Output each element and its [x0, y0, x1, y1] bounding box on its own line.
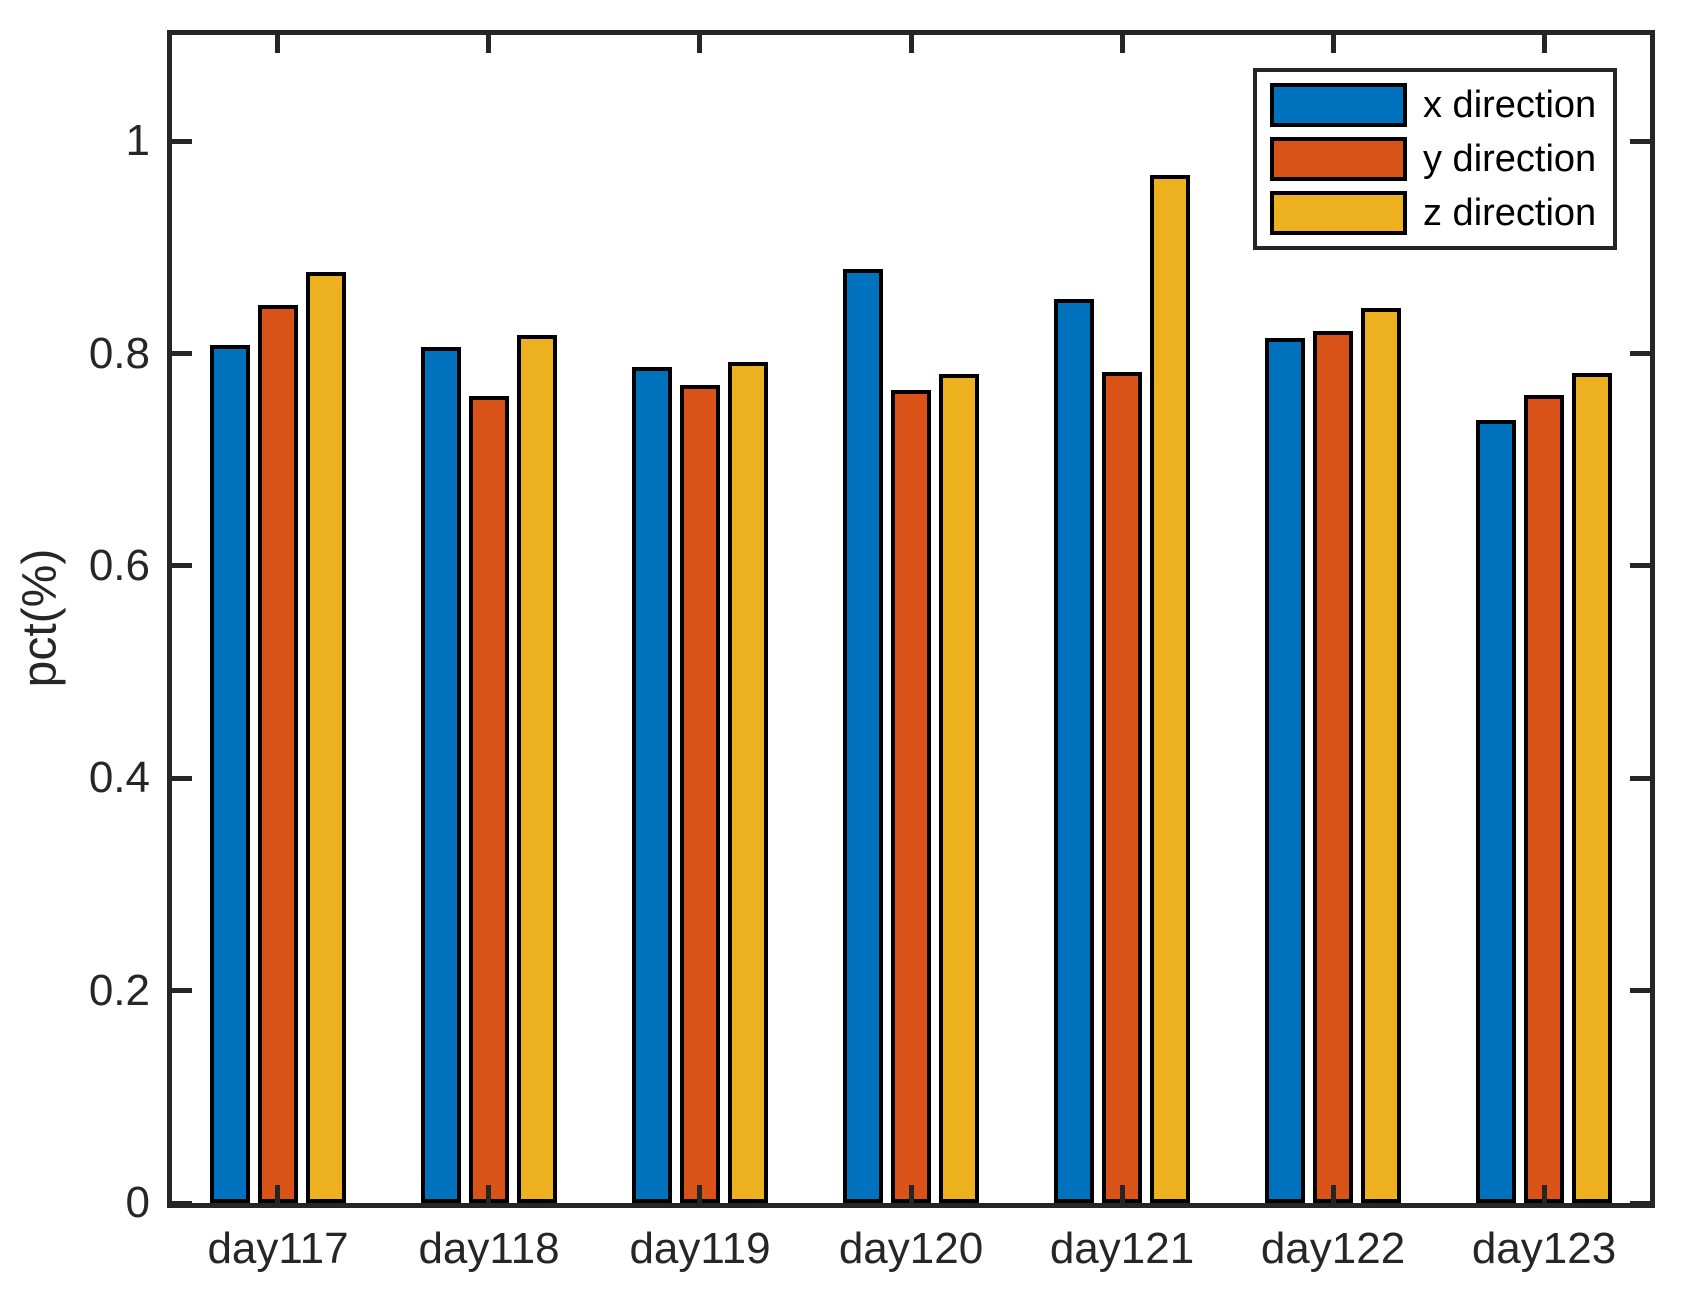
bar-day118-z-direction	[517, 335, 557, 1203]
bar-day119-z-direction	[728, 362, 768, 1203]
y-tick-right-0.2	[1630, 988, 1650, 993]
x-tick-label-day117: day117	[207, 1224, 349, 1273]
legend-item-x-direction: x direction	[1270, 83, 1613, 127]
y-tick-label-0: 0	[125, 1178, 150, 1227]
x-tick-day120	[909, 1185, 914, 1203]
y-tick-right-1	[1630, 139, 1650, 144]
y-tick-label-0.8: 0.8	[88, 329, 150, 378]
bar-day121-y-direction	[1102, 372, 1142, 1203]
bar-day118-x-direction	[421, 347, 461, 1203]
bar-day121-x-direction	[1054, 299, 1094, 1203]
y-tick-right-0.6	[1630, 563, 1650, 568]
x-tick-day122	[1331, 1185, 1336, 1203]
y-tick-right-0.4	[1630, 776, 1650, 781]
bar-day118-y-direction	[469, 396, 509, 1203]
x-tick-top-day119	[697, 35, 702, 53]
x-tick-top-day121	[1120, 35, 1125, 53]
y-tick-label-0.6: 0.6	[88, 541, 150, 590]
y-tick-right-0	[1630, 1201, 1650, 1203]
x-tick-day119	[697, 1185, 702, 1203]
legend: x direction y direction z direction	[1253, 68, 1617, 250]
legend-swatch-y-direction	[1270, 137, 1407, 181]
bar-day123-y-direction	[1524, 395, 1564, 1203]
x-tick-label-day122: day122	[1260, 1224, 1406, 1273]
legend-item-y-direction: y direction	[1270, 137, 1613, 181]
x-tick-label-day120: day120	[838, 1224, 984, 1273]
y-tick-0.2	[172, 988, 192, 993]
y-axis-title: pct(%)	[13, 548, 67, 688]
y-tick-0	[172, 1201, 192, 1203]
y-tick-0.8	[172, 351, 192, 356]
x-tick-top-day123	[1542, 35, 1547, 53]
y-tick-right-0.8	[1630, 351, 1650, 356]
x-tick-day118	[486, 1185, 491, 1203]
y-tick-label-0.4: 0.4	[88, 753, 150, 802]
bar-day123-x-direction	[1476, 420, 1516, 1203]
y-tick-label-1: 1	[125, 116, 150, 165]
x-tick-day121	[1120, 1185, 1125, 1203]
y-tick-1	[172, 139, 192, 144]
x-tick-label-day118: day118	[418, 1224, 560, 1273]
bar-day122-y-direction	[1313, 331, 1353, 1203]
bar-day121-z-direction	[1150, 175, 1190, 1203]
y-tick-0.6	[172, 563, 192, 568]
bar-day123-z-direction	[1572, 373, 1612, 1203]
bar-day117-z-direction	[306, 272, 346, 1203]
bar-day122-x-direction	[1265, 338, 1305, 1203]
legend-label-y-direction: y direction	[1423, 138, 1597, 180]
x-tick-label-day121: day121	[1049, 1224, 1195, 1273]
bar-day122-z-direction	[1361, 308, 1401, 1203]
x-tick-day117	[275, 1185, 280, 1203]
x-tick-label-day123: day123	[1471, 1224, 1617, 1273]
x-tick-top-day117	[275, 35, 280, 53]
x-tick-label-day119: day119	[629, 1224, 771, 1273]
bar-day117-x-direction	[210, 345, 250, 1203]
legend-swatch-x-direction	[1270, 83, 1407, 127]
legend-item-z-direction: z direction	[1270, 191, 1613, 235]
bar-day119-y-direction	[680, 385, 720, 1203]
x-tick-top-day122	[1331, 35, 1336, 53]
bar-day120-z-direction	[939, 374, 979, 1203]
bar-day119-x-direction	[632, 367, 672, 1203]
y-tick-label-0.2: 0.2	[88, 966, 150, 1015]
legend-swatch-z-direction	[1270, 191, 1407, 235]
bar-day120-x-direction	[843, 269, 883, 1203]
legend-label-x-direction: x direction	[1423, 84, 1597, 126]
legend-label-z-direction: z direction	[1423, 192, 1597, 234]
x-tick-top-day118	[486, 35, 491, 53]
bar-day120-y-direction	[891, 390, 931, 1203]
x-tick-top-day120	[909, 35, 914, 53]
y-tick-0.4	[172, 776, 192, 781]
x-tick-day123	[1542, 1185, 1547, 1203]
bar-day117-y-direction	[258, 305, 298, 1203]
